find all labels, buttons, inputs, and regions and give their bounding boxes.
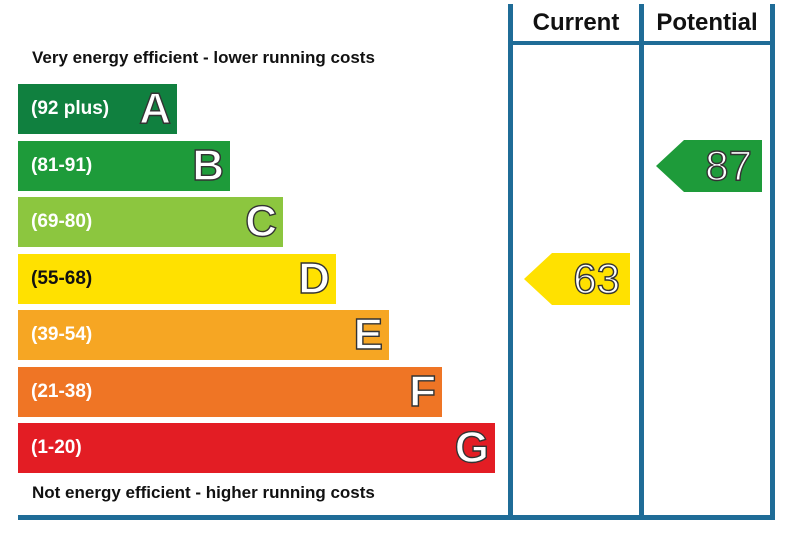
band-e: (39-54) E — [18, 309, 389, 360]
frame-divider-middle — [639, 4, 644, 516]
band-letter: F — [408, 366, 436, 416]
band-range-label: (81-91) — [31, 154, 93, 176]
band-letter: C — [245, 196, 278, 246]
band-f: (21-38) F — [18, 366, 442, 417]
arrow-fill — [656, 139, 762, 192]
band-a: (92 plus) A — [18, 83, 177, 134]
frame-divider-right — [770, 4, 775, 516]
band-letter: B — [192, 140, 225, 190]
band-range-label: (21-38) — [31, 380, 93, 402]
arrow-shape — [524, 252, 630, 305]
potential-rating-arrow: 87 — [656, 139, 762, 192]
inefficient-note: Not energy efficient - higher running co… — [32, 483, 375, 502]
band-range-label: (69-80) — [31, 211, 93, 232]
efficient-note: Very energy efficient - lower running co… — [32, 48, 375, 67]
band-range-label: (92 plus) — [31, 98, 110, 119]
arrow-fill — [524, 252, 630, 305]
band-g: (1-20) G — [18, 422, 495, 473]
arrow-shape — [656, 139, 762, 192]
band-b: (81-91) B — [18, 140, 230, 191]
potential-rating-value: 87 — [705, 141, 753, 189]
header-underline — [508, 41, 775, 45]
band-letter: E — [353, 309, 384, 359]
current-column-header: Current — [532, 9, 620, 36]
band-range-label: (1-20) — [31, 437, 82, 458]
band-c: (69-80) C — [18, 196, 283, 247]
band-range-label: (55-68) — [31, 267, 93, 289]
potential-column-header: Potential — [656, 9, 758, 36]
band-letter: A — [139, 83, 172, 133]
current-rating-value: 63 — [573, 254, 621, 302]
band-letter: D — [298, 253, 331, 303]
current-rating-arrow: 63 — [524, 252, 630, 305]
band-letter: G — [454, 422, 490, 472]
band-range-label: (39-54) — [31, 324, 93, 345]
band-d: (55-68) D — [18, 253, 336, 304]
frame-bottom-line — [18, 515, 775, 520]
frame-divider-left — [508, 4, 513, 516]
